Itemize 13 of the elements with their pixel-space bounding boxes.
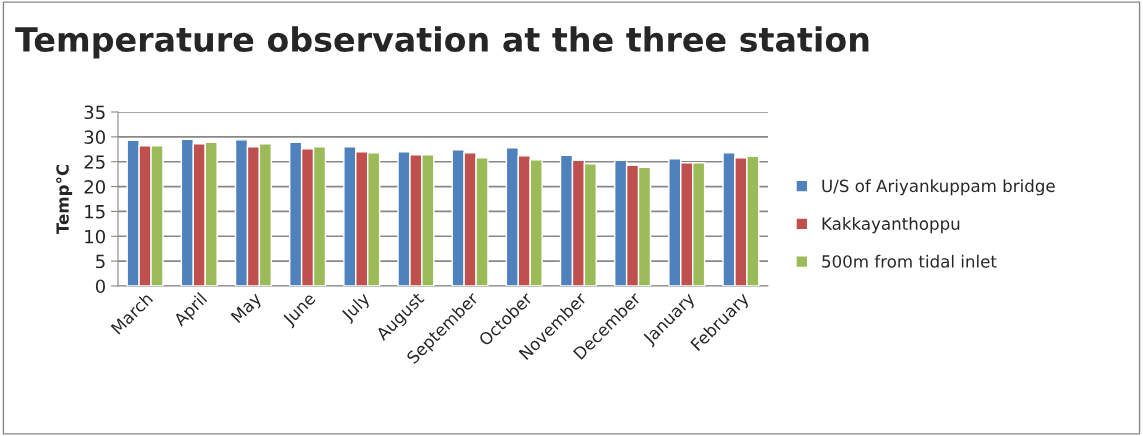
y-tick-label: 25: [84, 155, 105, 169]
legend-label: Kakkayanthoppu: [822, 217, 960, 234]
y-tick-label: 0: [95, 279, 105, 294]
legend-label: U/S of Ariyankuppam bridge: [822, 179, 1055, 196]
y-tick-label: 35: [84, 105, 105, 120]
y-tick-label: 10: [85, 229, 105, 244]
chart-title: Temperature observation at the three station: [15, 26, 869, 59]
y-tick-label: 5: [96, 254, 105, 269]
legend-label: 500m from tidal inlet: [822, 254, 997, 268]
y-axis-title: Temp°C: [56, 164, 73, 235]
y-tick-label: 30: [84, 130, 105, 144]
y-tick-label: 20: [84, 180, 105, 194]
y-tick-label: 15: [85, 205, 105, 219]
